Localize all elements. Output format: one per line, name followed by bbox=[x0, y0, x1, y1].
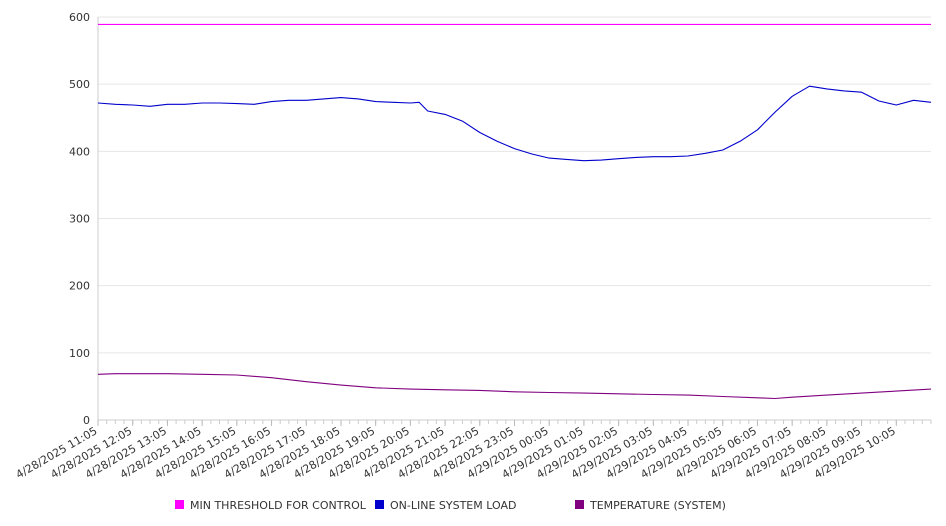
legend-label: ON-LINE SYSTEM LOAD bbox=[390, 499, 516, 512]
y-tick-label: 600 bbox=[69, 11, 90, 24]
legend-swatch bbox=[375, 500, 384, 509]
legend-label: MIN THRESHOLD FOR CONTROL bbox=[190, 499, 367, 512]
y-tick-label: 100 bbox=[69, 347, 90, 360]
legend-swatch bbox=[575, 500, 584, 509]
legend-swatch bbox=[175, 500, 184, 509]
y-tick-label: 500 bbox=[69, 78, 90, 91]
y-tick-label: 400 bbox=[69, 145, 90, 158]
series-line bbox=[97, 373, 932, 400]
y-tick-label: 200 bbox=[69, 280, 90, 293]
legend-label: TEMPERATURE (SYSTEM) bbox=[589, 499, 726, 512]
y-tick-label: 300 bbox=[69, 213, 90, 226]
y-tick-label: 0 bbox=[83, 414, 90, 427]
series-line bbox=[97, 85, 932, 162]
